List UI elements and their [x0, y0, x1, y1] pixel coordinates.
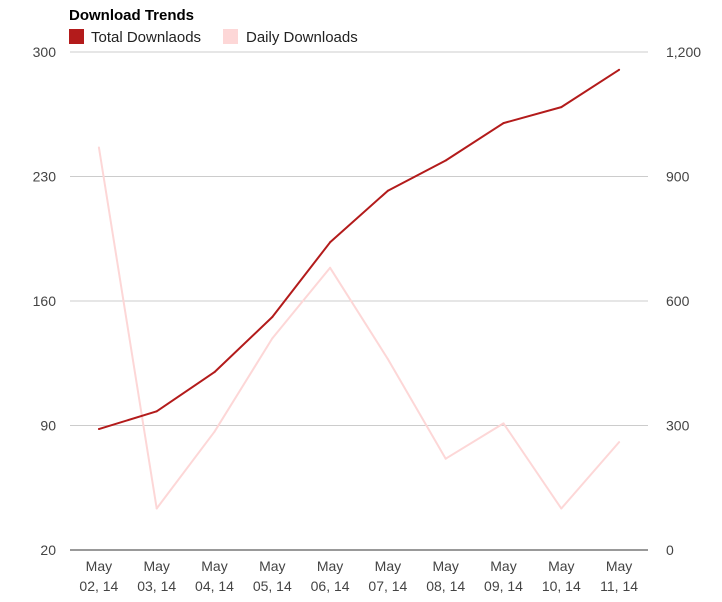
data-point-daily[interactable] — [213, 430, 216, 433]
data-point-total[interactable] — [444, 159, 447, 162]
right-tick-label: 900 — [666, 169, 690, 185]
left-tick-label: 300 — [33, 44, 57, 60]
data-point-total[interactable] — [97, 428, 100, 431]
data-point-daily[interactable] — [618, 441, 621, 444]
right-tick-label: 0 — [666, 542, 674, 558]
data-point-daily[interactable] — [97, 146, 100, 149]
chart-title: Download Trends — [69, 7, 194, 24]
left-tick-label: 160 — [33, 293, 57, 309]
data-point-daily[interactable] — [444, 457, 447, 460]
x-tick-label: May 05, 14 — [253, 558, 292, 594]
right-tick-label: 600 — [666, 293, 690, 309]
x-tick-label: May 07, 14 — [368, 558, 407, 594]
legend-swatch-total[interactable] — [69, 29, 84, 44]
x-tick-label: May 02, 14 — [79, 558, 118, 594]
data-point-total[interactable] — [618, 68, 621, 71]
x-axis-ticks: May 02, 14 May 03, 14 May 04, 14 May 05, 14 May 0… — [79, 558, 638, 594]
data-point-total[interactable] — [155, 410, 158, 413]
x-tick-label: May 04, 14 — [195, 558, 234, 594]
legend-label-total[interactable]: Total Downlaods — [91, 29, 201, 46]
legend-label-daily[interactable]: Daily Downloads — [246, 29, 358, 46]
x-tick-label: May 03, 14 — [137, 558, 176, 594]
left-tick-label: 230 — [33, 169, 57, 185]
right-tick-label: 1,200 — [666, 44, 701, 60]
left-tick-label: 90 — [40, 418, 56, 434]
right-axis-ticks: 0 300 600 900 1,200 — [666, 44, 701, 558]
series-line-total-downloads[interactable] — [98, 68, 620, 431]
left-axis-ticks: 20 90 160 230 300 — [33, 44, 57, 558]
x-tick-label: May 11, 14 — [600, 558, 638, 594]
data-point-total[interactable] — [329, 241, 332, 244]
data-point-total[interactable] — [386, 189, 389, 192]
x-tick-label: May 10, 14 — [542, 558, 581, 594]
data-point-daily[interactable] — [560, 507, 563, 510]
gridlines — [70, 51, 648, 551]
data-point-total[interactable] — [213, 371, 216, 374]
x-tick-label: May 08, 14 — [426, 558, 465, 594]
data-point-daily[interactable] — [502, 422, 505, 425]
data-point-daily[interactable] — [271, 337, 274, 340]
legend-swatch-daily[interactable] — [223, 29, 238, 44]
series-layer — [97, 68, 621, 510]
data-point-total[interactable] — [560, 106, 563, 109]
data-point-daily[interactable] — [329, 266, 332, 269]
data-point-daily[interactable] — [155, 507, 158, 510]
series-line-daily-downloads[interactable] — [97, 147, 620, 510]
data-point-total[interactable] — [502, 122, 505, 125]
x-tick-label: May 06, 14 — [311, 558, 350, 594]
data-point-daily[interactable] — [386, 358, 389, 361]
data-point-total[interactable] — [271, 316, 274, 319]
left-tick-label: 20 — [40, 542, 56, 558]
x-tick-label: May 09, 14 — [484, 558, 523, 594]
legend: Total Downlaods Daily Downloads — [69, 29, 358, 46]
right-tick-label: 300 — [666, 418, 690, 434]
